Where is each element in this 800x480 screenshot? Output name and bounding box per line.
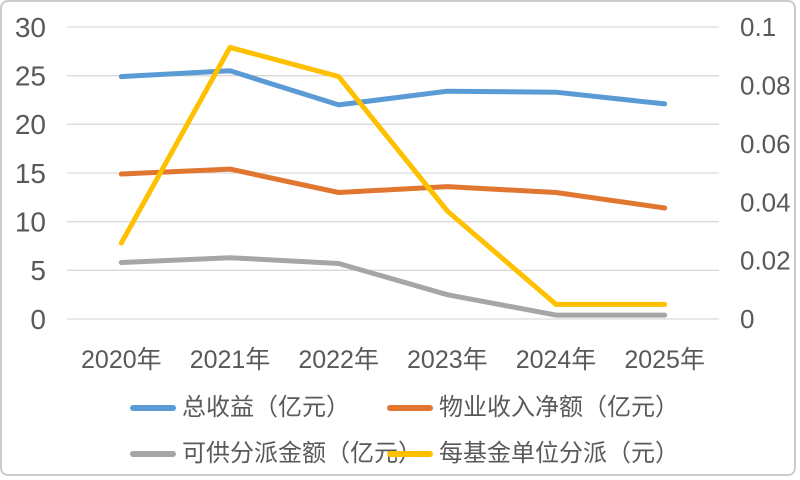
left-axis-tick-label: 5 <box>30 255 46 286</box>
x-axis-category-label: 2020年 <box>81 346 162 374</box>
right-axis-tick-label: 0.04 <box>740 187 791 217</box>
right-axis-tick-label: 0.06 <box>740 129 791 159</box>
left-axis-tick-label: 25 <box>15 60 46 91</box>
left-axis-tick-label: 0 <box>30 304 46 335</box>
series-line <box>118 68 668 108</box>
x-axis-category-label: 2022年 <box>298 346 379 374</box>
series-line <box>118 255 668 318</box>
x-axis-category-label: 2025年 <box>624 346 705 374</box>
right-axis-tick-label: 0.1 <box>740 12 776 42</box>
right-axis-tick-label: 0.08 <box>740 71 791 101</box>
left-axis-tick-label: 15 <box>15 158 46 189</box>
series-line <box>118 166 668 211</box>
left-axis-tick-label: 20 <box>15 109 46 140</box>
left-axis-tick-label: 10 <box>15 206 46 237</box>
series-line <box>118 44 668 307</box>
x-axis-category-label: 2024年 <box>516 346 597 374</box>
right-axis-tick-label: 0 <box>740 304 754 334</box>
left-axis-tick-label: 30 <box>15 12 46 43</box>
x-axis-category-label: 2021年 <box>190 346 271 374</box>
right-axis-tick-label: 0.02 <box>740 246 791 276</box>
x-axis-category-label: 2023年 <box>407 346 488 374</box>
